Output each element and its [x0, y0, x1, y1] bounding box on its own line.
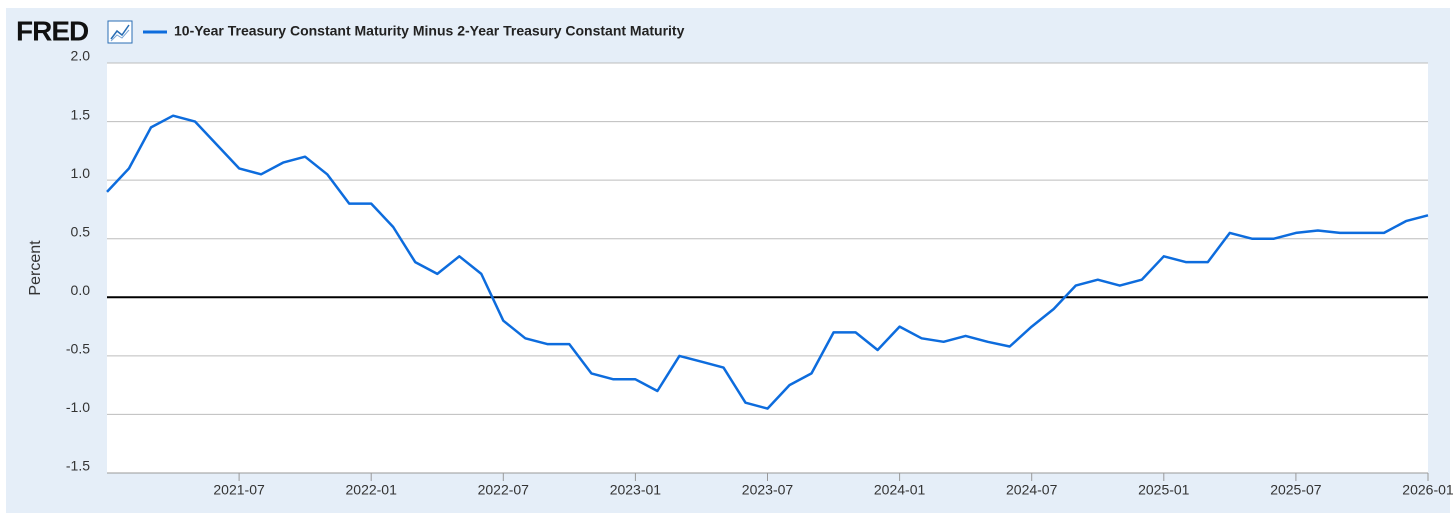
- x-tick-label: 2025-01: [1138, 482, 1190, 498]
- logo: FRED: [16, 15, 89, 46]
- x-tick-label: 2021-07: [213, 482, 265, 498]
- legend-label: 10-Year Treasury Constant Maturity Minus…: [174, 23, 685, 39]
- y-tick-label: 2.0: [71, 48, 91, 64]
- logo-icon: [107, 20, 133, 44]
- y-tick-label: -1.0: [66, 399, 90, 415]
- y-axis-label: Percent: [27, 240, 44, 296]
- y-tick-label: 1.0: [71, 165, 91, 181]
- y-tick-label: 0.0: [71, 282, 91, 298]
- y-tick-label: 1.5: [71, 106, 91, 122]
- plot-area: [107, 63, 1428, 473]
- x-tick-label: 2024-07: [1006, 482, 1058, 498]
- x-tick-label: 2024-01: [874, 482, 926, 498]
- x-tick-label: 2022-01: [346, 482, 398, 498]
- x-tick-label: 2022-07: [478, 482, 530, 498]
- x-tick-label: 2025-07: [1270, 482, 1322, 498]
- data-line: [106, 114, 1429, 410]
- x-tick-label: 2023-07: [742, 482, 794, 498]
- x-tick-label: 2023-01: [610, 482, 662, 498]
- y-tick-label: 0.5: [71, 223, 91, 239]
- y-tick-label: -1.5: [66, 458, 90, 474]
- x-tick-label: 2026-01: [1402, 482, 1454, 498]
- y-tick-label: -0.5: [66, 341, 90, 357]
